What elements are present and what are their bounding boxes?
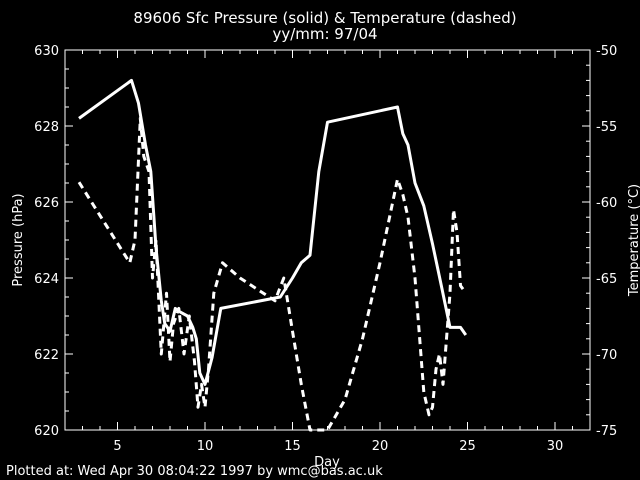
y-left-tick-label: 620	[34, 424, 59, 439]
y-right-tick-label: -65	[596, 272, 617, 287]
x-tick-label: 20	[372, 439, 389, 454]
y-left-tick-label: 622	[34, 348, 59, 363]
x-tick-label: 25	[459, 439, 476, 454]
y-axis-right-label: Temperature (°C)	[627, 184, 640, 297]
y-axis-left: 620 622 624 626 628 630	[34, 44, 73, 439]
x-axis-label: Day	[314, 455, 340, 470]
x-tick-label: 10	[197, 439, 214, 454]
y-right-tick-label: -55	[596, 120, 617, 135]
chart-subtitle: yy/mm: 97/04	[272, 25, 377, 43]
y-left-tick-label: 624	[34, 272, 59, 287]
y-axis-left-label: Pressure (hPa)	[11, 193, 26, 286]
y-left-tick-label: 630	[34, 44, 59, 59]
y-right-tick-label: -75	[596, 424, 617, 439]
y-left-tick-label: 628	[34, 120, 59, 135]
x-tick-label: 5	[113, 439, 121, 454]
plot-frame	[64, 49, 591, 431]
y-axis-right: -75 -70 -65 -60 -55 -50	[582, 44, 617, 439]
y-right-tick-label: -50	[596, 44, 617, 59]
series-pressure-line	[78, 78, 468, 386]
x-tick-label: 30	[547, 439, 564, 454]
chart-title: 89606 Sfc Pressure (solid) & Temperature…	[133, 9, 516, 27]
x-axis: 5 10 15 20 25 30	[82, 50, 573, 454]
y-left-tick-label: 626	[34, 196, 59, 211]
x-tick-label: 15	[284, 439, 301, 454]
y-right-tick-label: -70	[596, 348, 617, 363]
series-temperature-line	[77, 116, 468, 432]
y-right-tick-label: -60	[596, 196, 617, 211]
footer-text: Plotted at: Wed Apr 30 08:04:22 1997 by …	[6, 464, 383, 479]
